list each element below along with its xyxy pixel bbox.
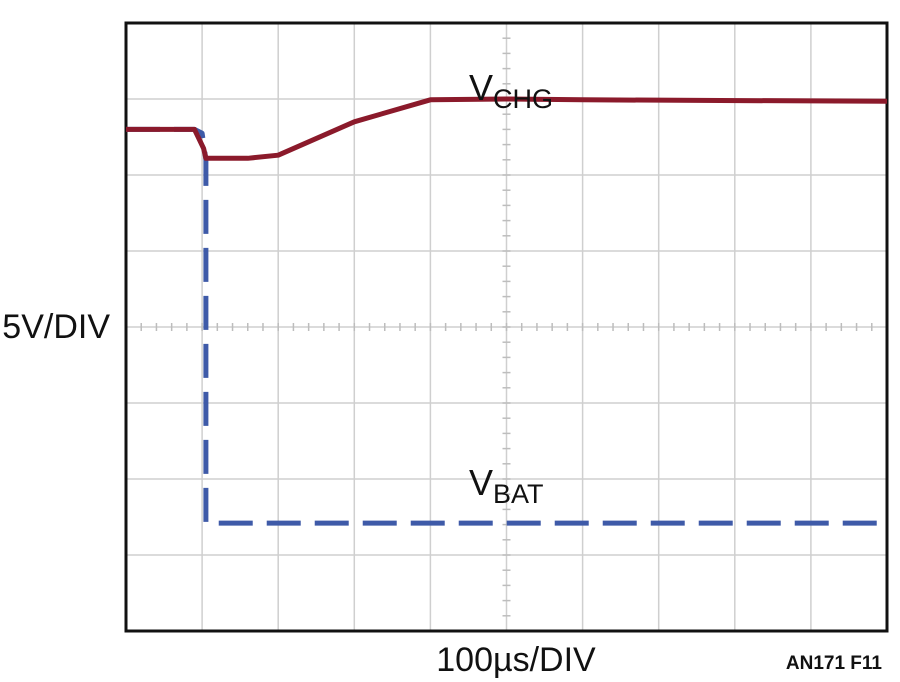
trace-vchg	[126, 96, 888, 161]
vchg-label-main: V	[469, 67, 493, 108]
y-axis-label: 5V/DIV	[2, 308, 110, 346]
vbat-label-sub: BAT	[493, 479, 544, 509]
figure-id: AN171 F11	[786, 653, 883, 674]
vbat-label: VBAT	[469, 462, 544, 509]
vchg-label-sub: CHG	[493, 84, 553, 114]
traces	[126, 96, 888, 526]
vbat-label-main: V	[469, 462, 493, 503]
center-ticks	[125, 22, 888, 632]
vchg-label: VCHG	[469, 67, 553, 114]
x-axis-label: 100µs/DIV	[436, 641, 596, 679]
plot-frame	[124, 21, 889, 633]
